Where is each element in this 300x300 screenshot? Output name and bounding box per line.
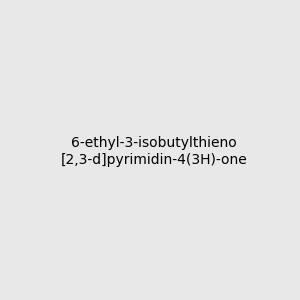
Text: 6-ethyl-3-isobutylthieno
[2,3-d]pyrimidin-4(3H)-one: 6-ethyl-3-isobutylthieno [2,3-d]pyrimidi… (60, 136, 247, 166)
